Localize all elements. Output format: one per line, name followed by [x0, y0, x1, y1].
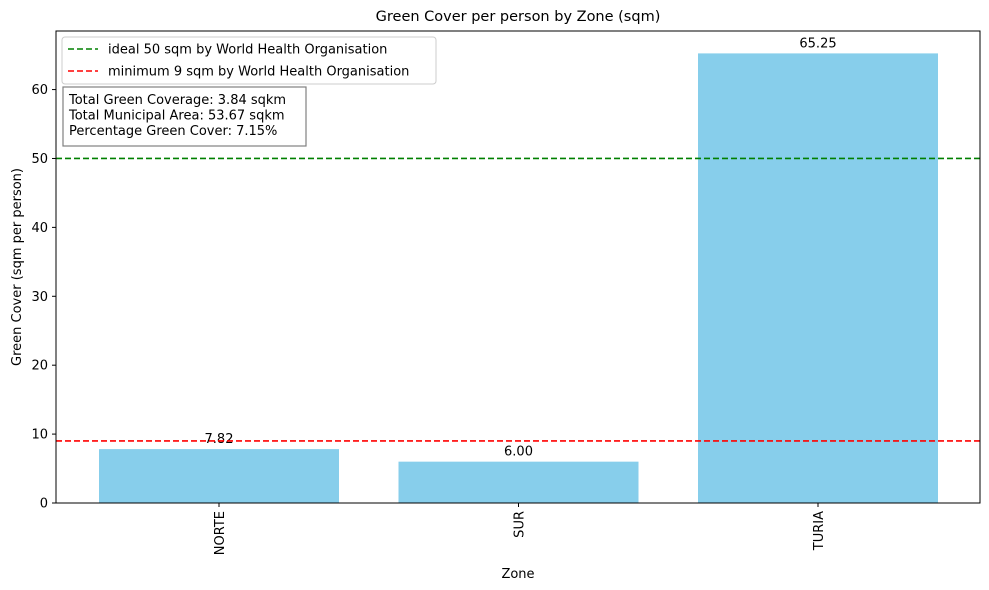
bar-sur: [398, 461, 639, 503]
bar-value-labels: 7.82 6.00 65.25: [205, 36, 837, 459]
legend-label-9: minimum 9 sqm by World Health Organisati…: [108, 65, 409, 80]
legend-label-50: ideal 50 sqm by World Health Organisatio…: [108, 43, 387, 58]
y-tick-label-50: 50: [31, 152, 48, 167]
y-tick-label-30: 30: [31, 290, 48, 305]
x-axis-label: Zone: [501, 567, 534, 582]
x-tick-label-turia: TURIA: [812, 511, 827, 551]
y-axis-label: Green Cover (sqm per person): [10, 168, 25, 366]
y-axis: 0 10 20 30 40 50 60: [31, 83, 56, 512]
y-tick-label-0: 0: [40, 497, 48, 512]
bar-value-label-turia: 65.25: [799, 36, 836, 51]
y-tick-label-20: 20: [31, 359, 48, 374]
bar-norte: [99, 449, 339, 503]
legend: ideal 50 sqm by World Health Organisatio…: [61, 36, 437, 85]
bars-group: [99, 53, 938, 503]
bar-value-label-norte: 7.82: [205, 432, 234, 447]
y-tick-label-10: 10: [31, 428, 48, 443]
stats-line-1: Total Green Coverage: 3.84 sqkm: [68, 93, 286, 108]
reference-lines: [56, 157, 980, 442]
bar-turia: [698, 53, 938, 503]
stats-box-frame: [62, 86, 307, 147]
stats-line-2: Total Municipal Area: 53.67 sqkm: [68, 109, 285, 124]
x-tick-label-sur: SUR: [513, 511, 528, 538]
stats-line-3: Percentage Green Cover: 7.15%: [69, 124, 277, 139]
bar-value-label-sur: 6.00: [504, 445, 533, 460]
legend-frame: [61, 36, 437, 85]
x-axis: NORTE SUR TURIA: [213, 503, 827, 555]
chart-title: Green Cover per person by Zone (sqm): [376, 9, 661, 25]
y-tick-label-40: 40: [31, 221, 48, 236]
y-tick-label-60: 60: [31, 83, 48, 98]
x-tick-label-norte: NORTE: [213, 511, 228, 555]
